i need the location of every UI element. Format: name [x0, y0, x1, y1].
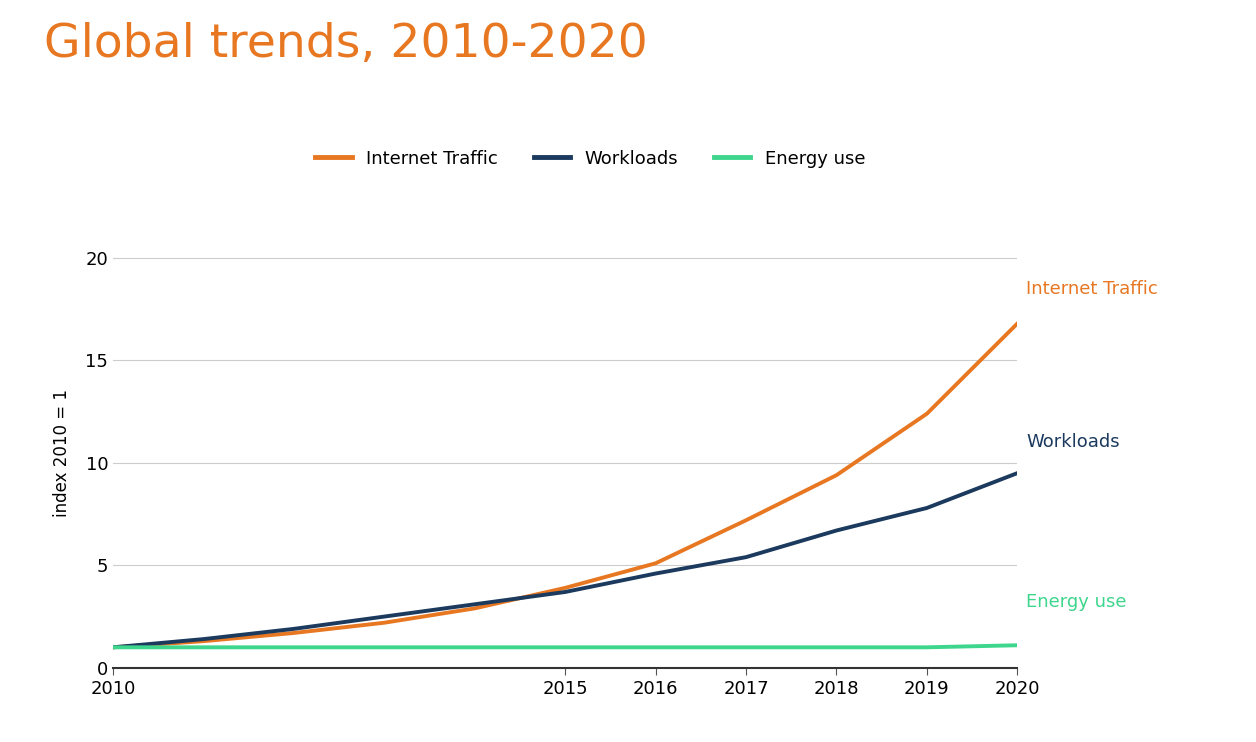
Y-axis label: index 2010 = 1: index 2010 = 1 [54, 389, 72, 516]
Text: Energy use: Energy use [1026, 593, 1127, 611]
Internet Traffic [286, 628, 301, 637]
Internet Traffic [829, 470, 844, 479]
Workloads [377, 612, 392, 621]
Workloads [196, 634, 211, 643]
Energy use [377, 643, 392, 651]
Workloads [286, 625, 301, 634]
Internet Traffic [377, 618, 392, 627]
Energy use [1010, 641, 1025, 650]
Legend: Internet Traffic, Workloads, Energy use: Internet Traffic, Workloads, Energy use [308, 142, 873, 175]
Text: Internet Traffic: Internet Traffic [1026, 280, 1158, 298]
Energy use [648, 643, 663, 651]
Internet Traffic [648, 559, 663, 568]
Energy use [106, 643, 121, 651]
Workloads [558, 588, 573, 597]
Internet Traffic [919, 410, 934, 418]
Energy use [558, 643, 573, 651]
Energy use [919, 643, 934, 651]
Line: Workloads: Workloads [113, 473, 1017, 647]
Workloads [1010, 469, 1025, 478]
Energy use [196, 643, 211, 651]
Energy use [739, 643, 754, 651]
Energy use [829, 643, 844, 651]
Line: Internet Traffic: Internet Traffic [113, 324, 1017, 647]
Internet Traffic [196, 637, 211, 646]
Workloads [467, 600, 482, 608]
Internet Traffic [1010, 319, 1025, 328]
Workloads [739, 553, 754, 562]
Internet Traffic [558, 583, 573, 592]
Energy use [286, 643, 301, 651]
Line: Energy use: Energy use [113, 646, 1017, 647]
Workloads [919, 504, 934, 513]
Internet Traffic [106, 643, 121, 651]
Text: Workloads: Workloads [1026, 433, 1120, 451]
Workloads [106, 643, 121, 651]
Internet Traffic [467, 604, 482, 613]
Workloads [648, 569, 663, 578]
Energy use [467, 643, 482, 651]
Internet Traffic [739, 516, 754, 525]
Text: Global trends, 2010-2020: Global trends, 2010-2020 [44, 22, 648, 68]
Workloads [829, 526, 844, 535]
